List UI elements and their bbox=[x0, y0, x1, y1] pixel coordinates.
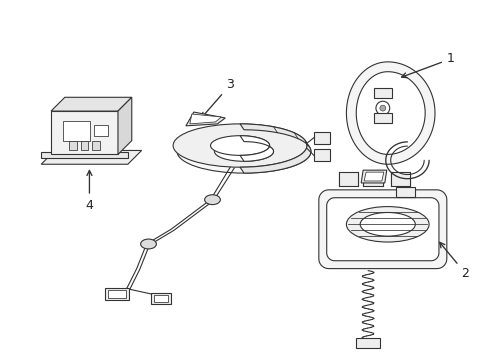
Polygon shape bbox=[373, 113, 391, 123]
Polygon shape bbox=[364, 172, 383, 181]
Circle shape bbox=[375, 101, 389, 115]
Polygon shape bbox=[373, 89, 391, 98]
Polygon shape bbox=[361, 170, 386, 183]
Polygon shape bbox=[395, 187, 414, 197]
Polygon shape bbox=[92, 141, 100, 150]
Polygon shape bbox=[189, 114, 221, 124]
Circle shape bbox=[379, 105, 385, 111]
Polygon shape bbox=[313, 149, 329, 161]
Polygon shape bbox=[118, 97, 131, 154]
Polygon shape bbox=[51, 97, 131, 111]
Polygon shape bbox=[240, 136, 273, 161]
Polygon shape bbox=[105, 288, 128, 300]
Polygon shape bbox=[346, 62, 434, 164]
Ellipse shape bbox=[173, 124, 306, 167]
Polygon shape bbox=[313, 132, 329, 144]
Polygon shape bbox=[41, 150, 142, 164]
Text: 3: 3 bbox=[201, 78, 234, 118]
Polygon shape bbox=[51, 111, 118, 154]
Polygon shape bbox=[356, 72, 424, 154]
Ellipse shape bbox=[214, 141, 273, 161]
Polygon shape bbox=[326, 198, 438, 261]
Polygon shape bbox=[154, 295, 168, 302]
Ellipse shape bbox=[141, 239, 156, 249]
Polygon shape bbox=[69, 141, 77, 150]
Polygon shape bbox=[41, 152, 127, 158]
Text: 1: 1 bbox=[401, 53, 454, 78]
Polygon shape bbox=[108, 290, 125, 298]
Polygon shape bbox=[240, 124, 310, 173]
Polygon shape bbox=[318, 190, 446, 269]
Ellipse shape bbox=[210, 136, 269, 156]
Polygon shape bbox=[338, 172, 358, 186]
Polygon shape bbox=[94, 125, 108, 136]
Ellipse shape bbox=[346, 207, 428, 242]
Polygon shape bbox=[356, 338, 379, 348]
Polygon shape bbox=[390, 172, 409, 186]
Polygon shape bbox=[63, 121, 90, 141]
Text: 2: 2 bbox=[439, 242, 468, 280]
Ellipse shape bbox=[177, 130, 310, 173]
Polygon shape bbox=[363, 172, 382, 186]
Polygon shape bbox=[185, 112, 225, 126]
Ellipse shape bbox=[204, 195, 220, 204]
Text: 4: 4 bbox=[85, 171, 93, 212]
Ellipse shape bbox=[360, 212, 414, 236]
Polygon shape bbox=[81, 141, 88, 150]
Polygon shape bbox=[151, 293, 171, 304]
